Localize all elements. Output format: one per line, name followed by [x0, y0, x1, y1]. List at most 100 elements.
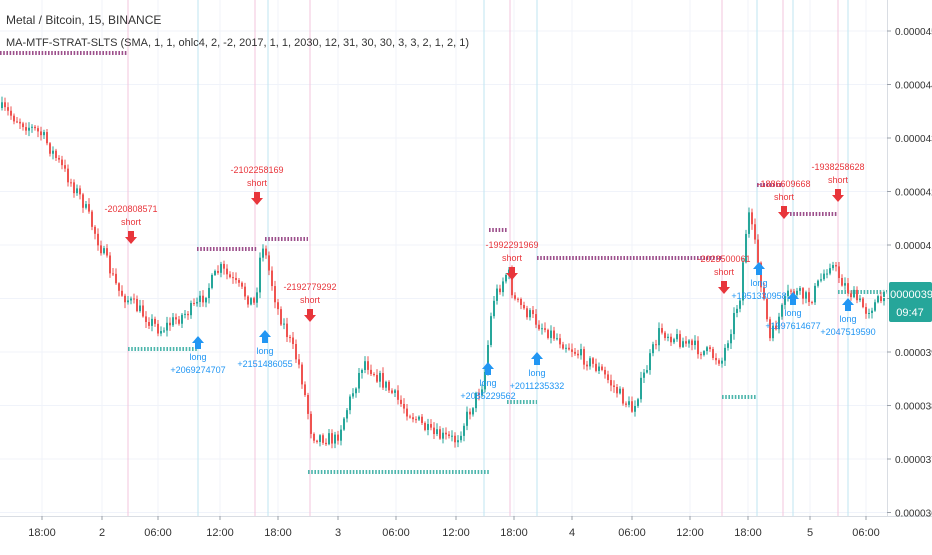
price-tick-label: 0.0000430 — [895, 134, 932, 145]
candle-body — [298, 359, 300, 365]
candle-body — [703, 351, 705, 355]
candle-body — [760, 262, 762, 288]
candle-body — [697, 340, 699, 355]
signal-value: -2023500061 — [697, 254, 750, 264]
candle-body — [16, 121, 18, 123]
indicator-title[interactable]: MA-MTF-STRAT-SLTS (SMA, 1, 1, ohlc4, 2, … — [6, 37, 469, 49]
candle-body — [52, 150, 54, 154]
candle-body — [811, 302, 813, 304]
signal-label: short — [502, 253, 523, 263]
candle-body — [721, 360, 723, 364]
candle-body — [577, 353, 579, 356]
candle-body — [394, 390, 396, 393]
candle-body — [772, 325, 774, 339]
time-tick-label: 12:00 — [676, 527, 704, 539]
last-price-tag: 0.00000396 09:47 — [881, 282, 932, 322]
candle-body — [49, 143, 51, 154]
candle-body — [409, 416, 411, 418]
long-arrow-icon — [842, 298, 854, 311]
candle-body — [844, 283, 846, 286]
candle-body — [829, 268, 831, 274]
candle-body — [328, 433, 330, 445]
candle-body — [604, 369, 606, 375]
candle-body — [91, 211, 93, 227]
candle-body — [733, 313, 735, 335]
candle-body — [517, 298, 519, 300]
candle-body — [13, 115, 15, 122]
grid — [0, 0, 887, 516]
signal-value: -1938258628 — [811, 162, 864, 172]
candle-body — [316, 440, 318, 442]
candle-body — [31, 126, 33, 128]
candle-body — [535, 314, 537, 325]
candle-body — [547, 329, 549, 338]
bar-countdown: 09:47 — [896, 307, 924, 319]
candle-body — [169, 322, 171, 326]
candle-body — [505, 274, 507, 282]
candle-body — [154, 318, 156, 324]
trade-signals: -2020808571 short long +2069274707 -21022581… — [104, 162, 875, 401]
candle-body — [490, 316, 492, 345]
candle-body — [286, 323, 288, 338]
candle-body — [466, 411, 468, 426]
candle-body — [322, 435, 324, 443]
candle-body — [850, 293, 852, 298]
candle-body — [670, 336, 672, 343]
candle-body — [19, 121, 21, 124]
price-scale[interactable]: 0.0000450 0.0000440 0.0000430 0.0000420 0.00… — [887, 27, 932, 520]
time-tick-label: 18:00 — [500, 527, 528, 539]
time-scale[interactable]: 18:00 2 06:00 12:00 18:00 3 06:00 12:00 18:00 4 06… — [28, 516, 880, 539]
candle-body — [127, 300, 129, 303]
candle-body — [334, 434, 336, 444]
candle-body — [745, 233, 747, 263]
candle-body — [301, 364, 303, 385]
candle-body — [283, 323, 285, 325]
candle-body — [70, 182, 72, 184]
candle-body — [853, 289, 855, 298]
candle-body — [463, 425, 465, 436]
candle-body — [133, 298, 135, 300]
candle-body — [823, 273, 825, 280]
candle-body — [223, 263, 225, 269]
candle-body — [601, 366, 603, 370]
short-arrow-icon — [778, 206, 790, 219]
candle-body — [880, 296, 882, 302]
long-arrow-icon — [753, 262, 765, 275]
candle-body — [337, 434, 339, 441]
candle-body — [856, 289, 858, 301]
candle-body — [217, 270, 219, 273]
signal-value: -2192779292 — [283, 282, 336, 292]
candle-body — [628, 401, 630, 405]
candle-body — [235, 277, 237, 281]
candle-body — [871, 310, 873, 314]
candle-body — [406, 408, 408, 417]
candle-body — [799, 288, 801, 291]
time-tick-label: 06:00 — [382, 527, 410, 539]
time-tick-label: 12:00 — [442, 527, 470, 539]
signal-value: +2151486055 — [237, 359, 292, 369]
candle-body — [655, 344, 657, 346]
candle-body — [586, 364, 588, 367]
candle-body — [355, 388, 357, 394]
candle-body — [130, 298, 132, 301]
candle-body — [538, 324, 540, 330]
candle-body — [106, 248, 108, 256]
candle-body — [274, 286, 276, 303]
candle-body — [205, 297, 207, 303]
candle-body — [541, 328, 543, 330]
candlesticks[interactable] — [1, 96, 885, 449]
candle-body — [805, 292, 807, 299]
candle-body — [460, 435, 462, 441]
candle-body — [277, 302, 279, 310]
candle-body — [637, 399, 639, 406]
candle-body — [436, 429, 438, 435]
candle-body — [124, 295, 126, 303]
candle-body — [556, 338, 558, 340]
candle-body — [43, 132, 45, 136]
candle-body — [544, 328, 546, 330]
signal-value: +1997614677 — [765, 321, 820, 331]
candle-body — [115, 273, 117, 284]
short-arrow-icon — [125, 231, 137, 244]
